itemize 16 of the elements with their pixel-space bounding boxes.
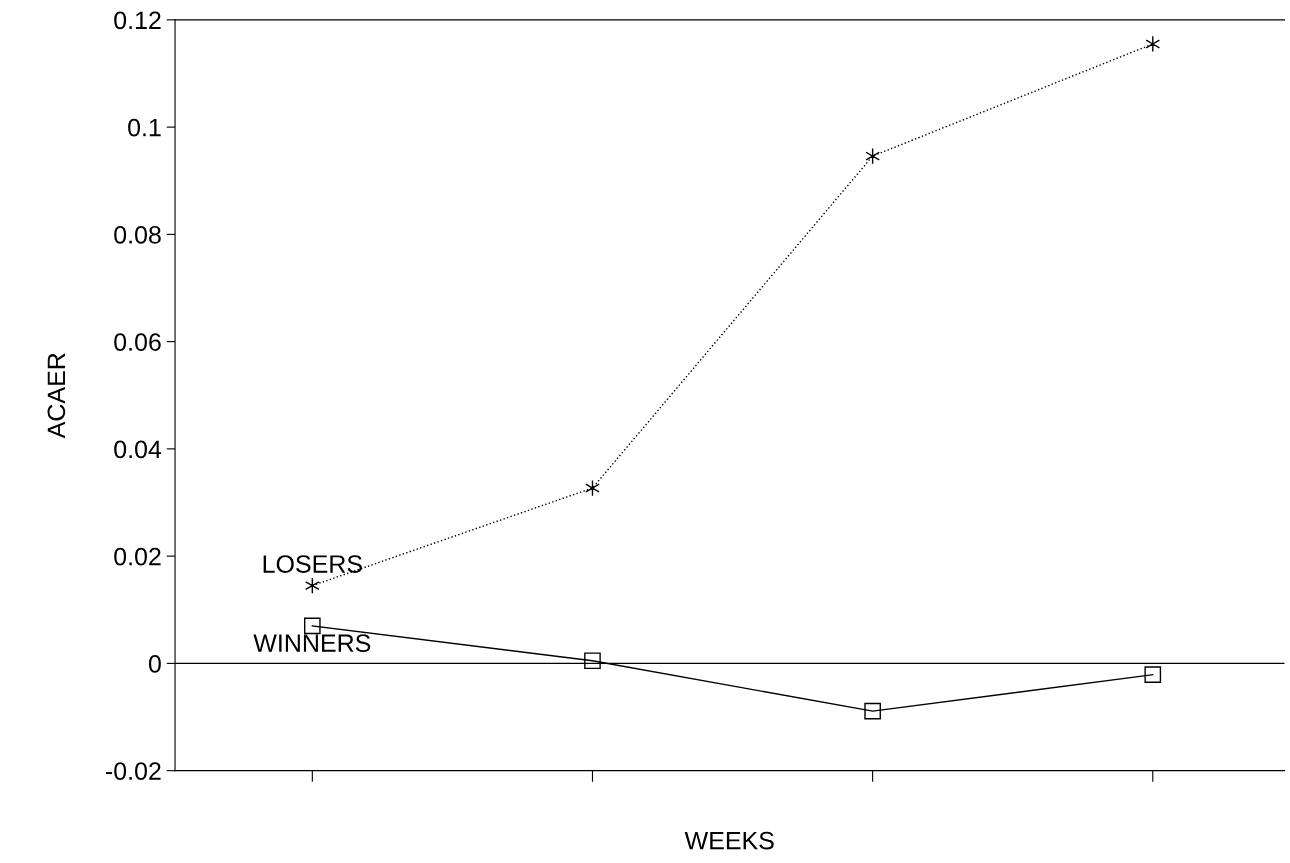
y-tick-label: 0.12 [114, 11, 161, 30]
series-label: LOSERS [263, 555, 362, 573]
y-axis-title: ACAER [47, 353, 66, 439]
y-tick-label: 0.04 [114, 440, 162, 459]
series-label: WINNERS [253, 634, 371, 653]
x-axis-title: WEEKS [684, 831, 774, 850]
y-tick-label: 0 [148, 655, 161, 673]
y-tick-label: 0.02 [114, 547, 161, 566]
y-tick-label: 0.08 [114, 225, 161, 244]
y-tick-label: 0.1 [128, 118, 161, 137]
point [584, 652, 601, 670]
y-tick-label: 0.06 [114, 333, 161, 351]
point [864, 702, 881, 720]
point [303, 617, 321, 635]
point [1144, 666, 1162, 683]
y-tick-label: -0.02 [105, 762, 161, 780]
